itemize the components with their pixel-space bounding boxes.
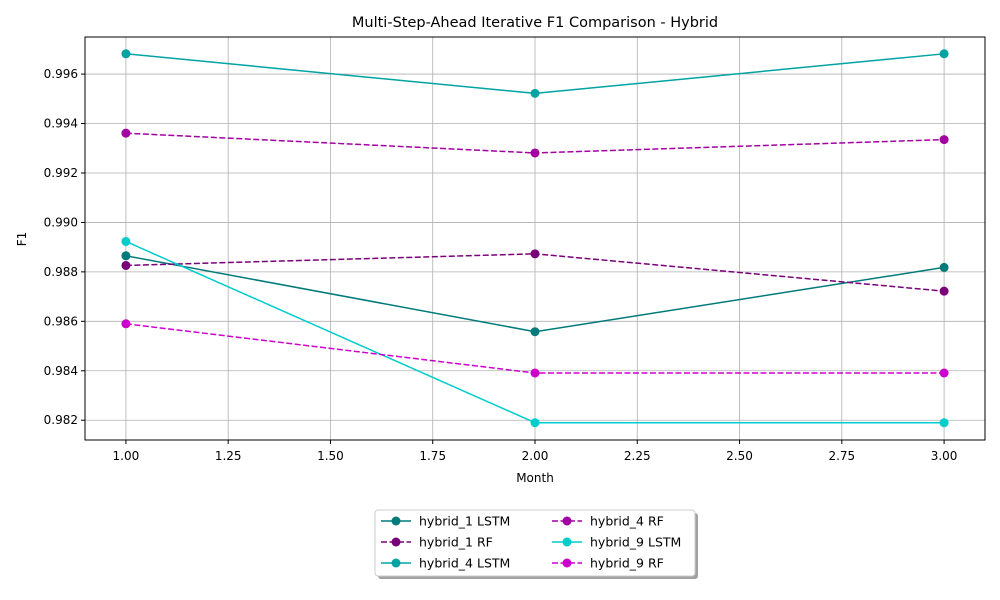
x-tick-label: 2.75 (828, 449, 855, 463)
x-tick-label: 1.00 (113, 449, 140, 463)
data-point (530, 88, 540, 98)
legend: hybrid_1 LSTM hybrid_1 RF hybrid_4 LSTM hyb… (374, 509, 698, 579)
data-point (939, 49, 949, 59)
y-tick-label: 0.990 (44, 215, 78, 229)
data-point (530, 327, 540, 337)
y-tick-label: 0.988 (44, 265, 78, 279)
legend-marker (562, 516, 572, 526)
legend-label: hybrid_1 RF (419, 535, 493, 550)
legend-item: hybrid_9 RF (552, 556, 664, 571)
data-point (530, 249, 540, 259)
chart-title: Multi-Step-Ahead Iterative F1 Comparison… (352, 15, 718, 31)
legend-marker (391, 558, 401, 568)
legend-label: hybrid_1 LSTM (419, 514, 510, 529)
legend-marker (391, 516, 401, 526)
legend-item: hybrid_4 RF (552, 514, 664, 529)
legend-item: hybrid_1 LSTM (381, 514, 510, 529)
data-point (939, 286, 949, 296)
legend-marker (562, 537, 572, 547)
series-hybrid-9-rf (121, 319, 949, 378)
legend-box (374, 509, 696, 577)
data-point (121, 49, 131, 59)
x-tick-label: 1.25 (215, 449, 242, 463)
series-layer (121, 49, 949, 428)
series-hybrid-4-lstm (121, 49, 949, 98)
data-point (939, 368, 949, 378)
data-point (939, 418, 949, 428)
x-tick-label: 2.00 (522, 449, 549, 463)
legend-item: hybrid_1 RF (381, 535, 493, 550)
y-tick-label: 0.992 (44, 166, 78, 180)
data-point (530, 418, 540, 428)
x-tick-label: 3.00 (931, 449, 958, 463)
legend-marker (391, 537, 401, 547)
legend-marker (562, 558, 572, 568)
series-hybrid-9-lstm (121, 236, 949, 428)
data-point (121, 128, 131, 138)
legend-label: hybrid_4 RF (590, 514, 664, 529)
series-hybrid-4-rf (121, 128, 949, 158)
series-hybrid-1-rf (121, 249, 949, 296)
data-point (121, 236, 131, 246)
y-tick-label: 0.984 (44, 364, 78, 378)
data-point (530, 368, 540, 378)
x-tick-label: 1.75 (419, 449, 446, 463)
data-point (939, 135, 949, 145)
x-tick-label: 2.25 (624, 449, 651, 463)
data-point (121, 319, 131, 329)
y-tick-label: 0.986 (44, 314, 78, 328)
y-tick-label: 0.994 (44, 117, 78, 131)
legend-item: hybrid_9 LSTM (552, 535, 681, 550)
x-axis-label: Month (516, 471, 554, 485)
data-point (121, 251, 131, 261)
legend-label: hybrid_4 LSTM (419, 556, 510, 571)
x-axis-ticks: 1.00 1.25 1.50 1.75 2.00 2.25 2.50 2.75 3.00 (113, 440, 958, 463)
x-tick-label: 2.50 (726, 449, 753, 463)
legend-item: hybrid_4 LSTM (381, 556, 510, 571)
data-point (939, 262, 949, 272)
legend-label: hybrid_9 LSTM (590, 535, 681, 550)
y-tick-label: 0.996 (44, 67, 78, 81)
y-axis-label: F1 (15, 232, 29, 247)
series-hybrid-1-lstm (121, 251, 949, 337)
x-tick-label: 1.50 (317, 449, 344, 463)
legend-label: hybrid_9 RF (590, 556, 664, 571)
y-tick-label: 0.982 (44, 413, 78, 427)
y-axis-ticks: 0.982 0.984 0.986 0.988 0.990 0.992 0.994 0.996 (44, 67, 85, 427)
grid (85, 37, 985, 440)
data-point (530, 148, 540, 158)
data-point (121, 260, 131, 270)
